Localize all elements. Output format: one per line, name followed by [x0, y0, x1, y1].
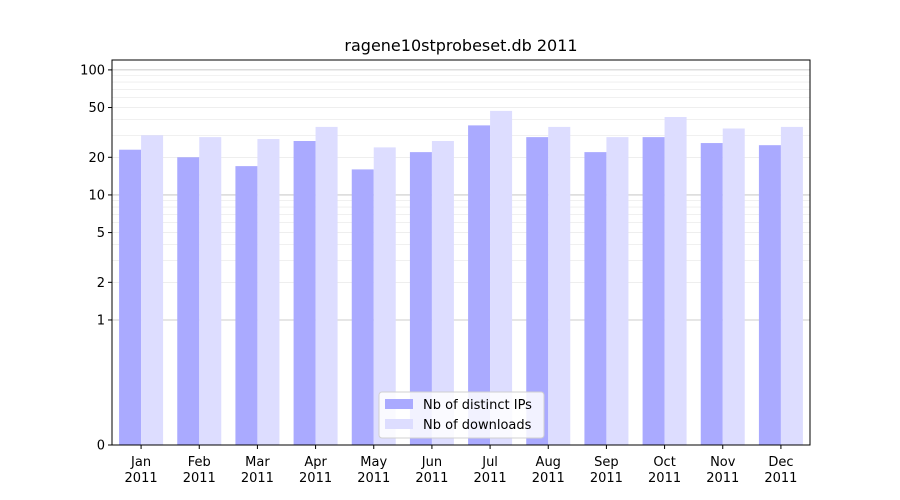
x-tick-label: Feb 2011 — [183, 455, 216, 486]
bar-distinct-ips — [642, 137, 665, 445]
bar-downloads — [722, 128, 745, 445]
bar-downloads — [780, 126, 803, 446]
y-tick-label: 20 — [88, 151, 105, 166]
x-tick-label: Mar 2011 — [241, 455, 274, 486]
x-axis: Jan 2011 Feb 2011 Mar 2011 Apr 2011 May 2011 Jun 20… — [125, 445, 797, 486]
y-tick-label: 1 — [97, 313, 105, 328]
x-tick-label: Nov 2011 — [706, 455, 739, 486]
bars — [119, 110, 803, 446]
legend-swatch — [385, 399, 413, 409]
legend-label: Nb of distinct IPs — [423, 398, 532, 413]
plot-frame — [111, 59, 811, 446]
bar-downloads — [606, 137, 629, 445]
bar-distinct-ips — [526, 137, 549, 445]
y-tick-label: 10 — [88, 188, 105, 203]
bar-downloads — [315, 126, 338, 446]
x-tick-label: Jun 2011 — [415, 455, 448, 486]
bar-distinct-ips — [119, 149, 142, 446]
bar-downloads — [257, 139, 280, 445]
bar-downloads — [141, 135, 164, 445]
x-tick-label: Dec 2011 — [764, 455, 797, 486]
bar-distinct-ips — [351, 169, 374, 445]
chart-title: ragene10stprobeset.db 2011 — [344, 36, 577, 55]
bar-distinct-ips — [293, 140, 316, 445]
bar-downloads — [199, 137, 222, 445]
bar-downloads — [373, 147, 396, 446]
x-tick-label: Jan 2011 — [125, 455, 158, 486]
y-axis: 0 1 2 5 10 20 50 100 — [80, 63, 112, 454]
x-tick-label: Jul 2011 — [474, 455, 507, 486]
x-tick-label: Sep 2011 — [590, 455, 623, 486]
bar-distinct-ips — [700, 143, 723, 445]
legend-box — [378, 391, 545, 439]
bar-distinct-ips — [584, 152, 607, 445]
y-tick-label: 50 — [88, 101, 105, 116]
x-tick-label: May 2011 — [357, 455, 390, 486]
y-tick-label: 2 — [97, 276, 105, 291]
bar-distinct-ips — [468, 125, 491, 445]
bar-distinct-ips — [409, 152, 432, 445]
bar-downloads — [548, 126, 571, 446]
x-tick-label: Oct 2011 — [648, 455, 681, 486]
legend-swatch — [385, 419, 413, 429]
bar-downloads — [431, 140, 454, 445]
bar-downloads — [664, 117, 687, 445]
x-tick-label: Aug 2011 — [532, 455, 565, 486]
grid-lines — [112, 69, 810, 321]
bar-distinct-ips — [177, 157, 200, 445]
y-tick-label: 5 — [97, 226, 105, 241]
legend-label: Nb of downloads — [423, 418, 532, 433]
y-tick-label: 0 — [97, 439, 105, 454]
bar-distinct-ips — [758, 145, 781, 445]
bar-distinct-ips — [235, 166, 258, 445]
legend: Nb of distinct IPs Nb of downloads — [378, 391, 545, 439]
y-tick-label: 100 — [80, 63, 105, 78]
x-tick-label: Apr 2011 — [299, 455, 332, 486]
bar-downloads — [490, 110, 513, 445]
